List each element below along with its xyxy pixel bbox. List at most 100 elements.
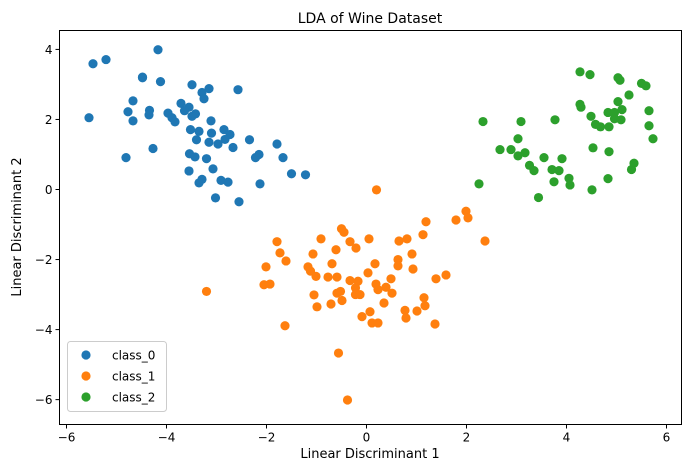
point-class_1-4 [261, 262, 271, 272]
axis-ticks: −6 −4 −2 0 2 4 6 −6 −4 −2 0 2 4 [35, 43, 671, 445]
point-class_2-3 [615, 75, 625, 85]
point-class_0-42 [300, 170, 311, 180]
point-class_1-17 [327, 259, 337, 269]
point-class_1-49 [407, 249, 417, 259]
point-class_1-3 [281, 256, 291, 266]
point-class_0-40 [250, 153, 261, 163]
point-class_1-67 [201, 286, 212, 297]
point-class_0-25 [206, 116, 216, 126]
point-class_1-45 [333, 348, 344, 358]
point-class_1-2 [275, 248, 285, 258]
legend-label-class_1: class_1 [112, 370, 155, 384]
point-class_2-45 [474, 179, 484, 189]
point-class_1-55 [451, 215, 461, 225]
point-class_1-50 [393, 254, 403, 265]
plot-frame [59, 30, 682, 425]
point-class_1-51 [393, 261, 403, 271]
point-class_0-13 [123, 107, 133, 117]
point-class_1-36 [373, 285, 383, 295]
x-tick-label: 2 [463, 431, 471, 445]
y-tick-label: 4 [45, 43, 53, 57]
point-class_0-9 [199, 94, 209, 104]
point-class_0-29 [206, 128, 217, 138]
point-class_2-10 [613, 96, 623, 107]
point-class_1-18 [323, 272, 333, 282]
point-class_2-29 [516, 116, 526, 127]
point-class_2-26 [603, 174, 613, 184]
legend-box [67, 341, 167, 412]
point-class_2-18 [604, 122, 614, 132]
point-class_1-8 [316, 234, 326, 244]
point-class_1-23 [351, 243, 361, 253]
point-class_0-38 [278, 153, 288, 163]
point-class_1-41 [357, 312, 367, 322]
point-class_0-48 [201, 154, 212, 164]
point-class_0-10 [233, 85, 243, 95]
point-class_1-39 [387, 288, 397, 298]
point-class_0-50 [184, 166, 194, 176]
point-class_1-32 [355, 289, 365, 300]
point-class_1-12 [311, 271, 321, 281]
point-class_1-63 [412, 306, 422, 316]
point-class_2-34 [520, 148, 530, 158]
point-class_2-1 [585, 70, 595, 80]
point-class_1-53 [418, 230, 428, 240]
point-class_2-19 [644, 106, 654, 116]
point-class_2-5 [641, 81, 651, 91]
point-class_2-43 [565, 180, 575, 190]
x-tick-label: 6 [663, 431, 671, 445]
point-class_1-37 [381, 282, 391, 292]
point-class_1-19 [332, 272, 342, 282]
point-class_1-34 [370, 259, 380, 269]
point-class_2-15 [616, 115, 626, 125]
point-class_1-14 [312, 302, 322, 312]
point-class_1-6 [265, 279, 275, 289]
point-class_1-60 [441, 270, 451, 280]
legend-label-class_2: class_2 [112, 391, 155, 405]
point-class_0-43 [255, 179, 265, 189]
point-class_0-52 [194, 178, 204, 188]
point-class_0-14 [128, 116, 138, 126]
y-tick-label: −2 [35, 253, 53, 267]
point-class_0-2 [153, 45, 163, 55]
y-axis-label: Linear Discriminant 2 [10, 157, 25, 296]
point-class_0-19 [170, 117, 180, 127]
point-class_0-5 [155, 77, 166, 87]
legend: class_0 class_1 class_2 [67, 341, 167, 412]
point-class_2-27 [587, 185, 597, 195]
point-class_0-45 [121, 153, 131, 163]
point-class_1-24 [364, 234, 374, 244]
point-class_0-34 [213, 139, 223, 149]
point-class_2-8 [576, 102, 586, 112]
point-class_2-23 [604, 147, 614, 157]
x-tick-label: −2 [258, 431, 276, 445]
point-class_1-16 [331, 245, 341, 255]
point-class_2-40 [547, 164, 557, 175]
point-class_1-22 [345, 237, 355, 247]
point-class_2-21 [648, 134, 658, 144]
y-tick-label: −4 [35, 323, 53, 337]
point-class_0-53 [216, 175, 226, 185]
point-class_2-39 [557, 154, 567, 164]
point-class_1-33 [363, 268, 373, 278]
point-class_1-47 [394, 236, 404, 246]
point-class_2-11 [603, 107, 613, 118]
chart-title: LDA of Wine Dataset [298, 11, 443, 27]
point-class_2-13 [617, 105, 627, 115]
point-class_1-1 [272, 237, 282, 247]
point-class_1-15 [326, 299, 336, 309]
x-tick-label: −6 [58, 431, 76, 445]
point-class_1-27 [337, 295, 347, 306]
point-class_0-11 [128, 96, 138, 106]
point-class_2-20 [644, 121, 654, 131]
point-class_1-28 [345, 275, 355, 286]
point-class_0-30 [204, 137, 214, 147]
point-class_1-26 [332, 288, 342, 298]
point-class_0-27 [194, 126, 204, 136]
point-class_0-22 [179, 106, 190, 116]
data-points [84, 45, 658, 405]
x-tick-label: −4 [158, 431, 176, 445]
point-class_2-17 [595, 122, 606, 132]
point-class_0-12 [84, 113, 94, 123]
